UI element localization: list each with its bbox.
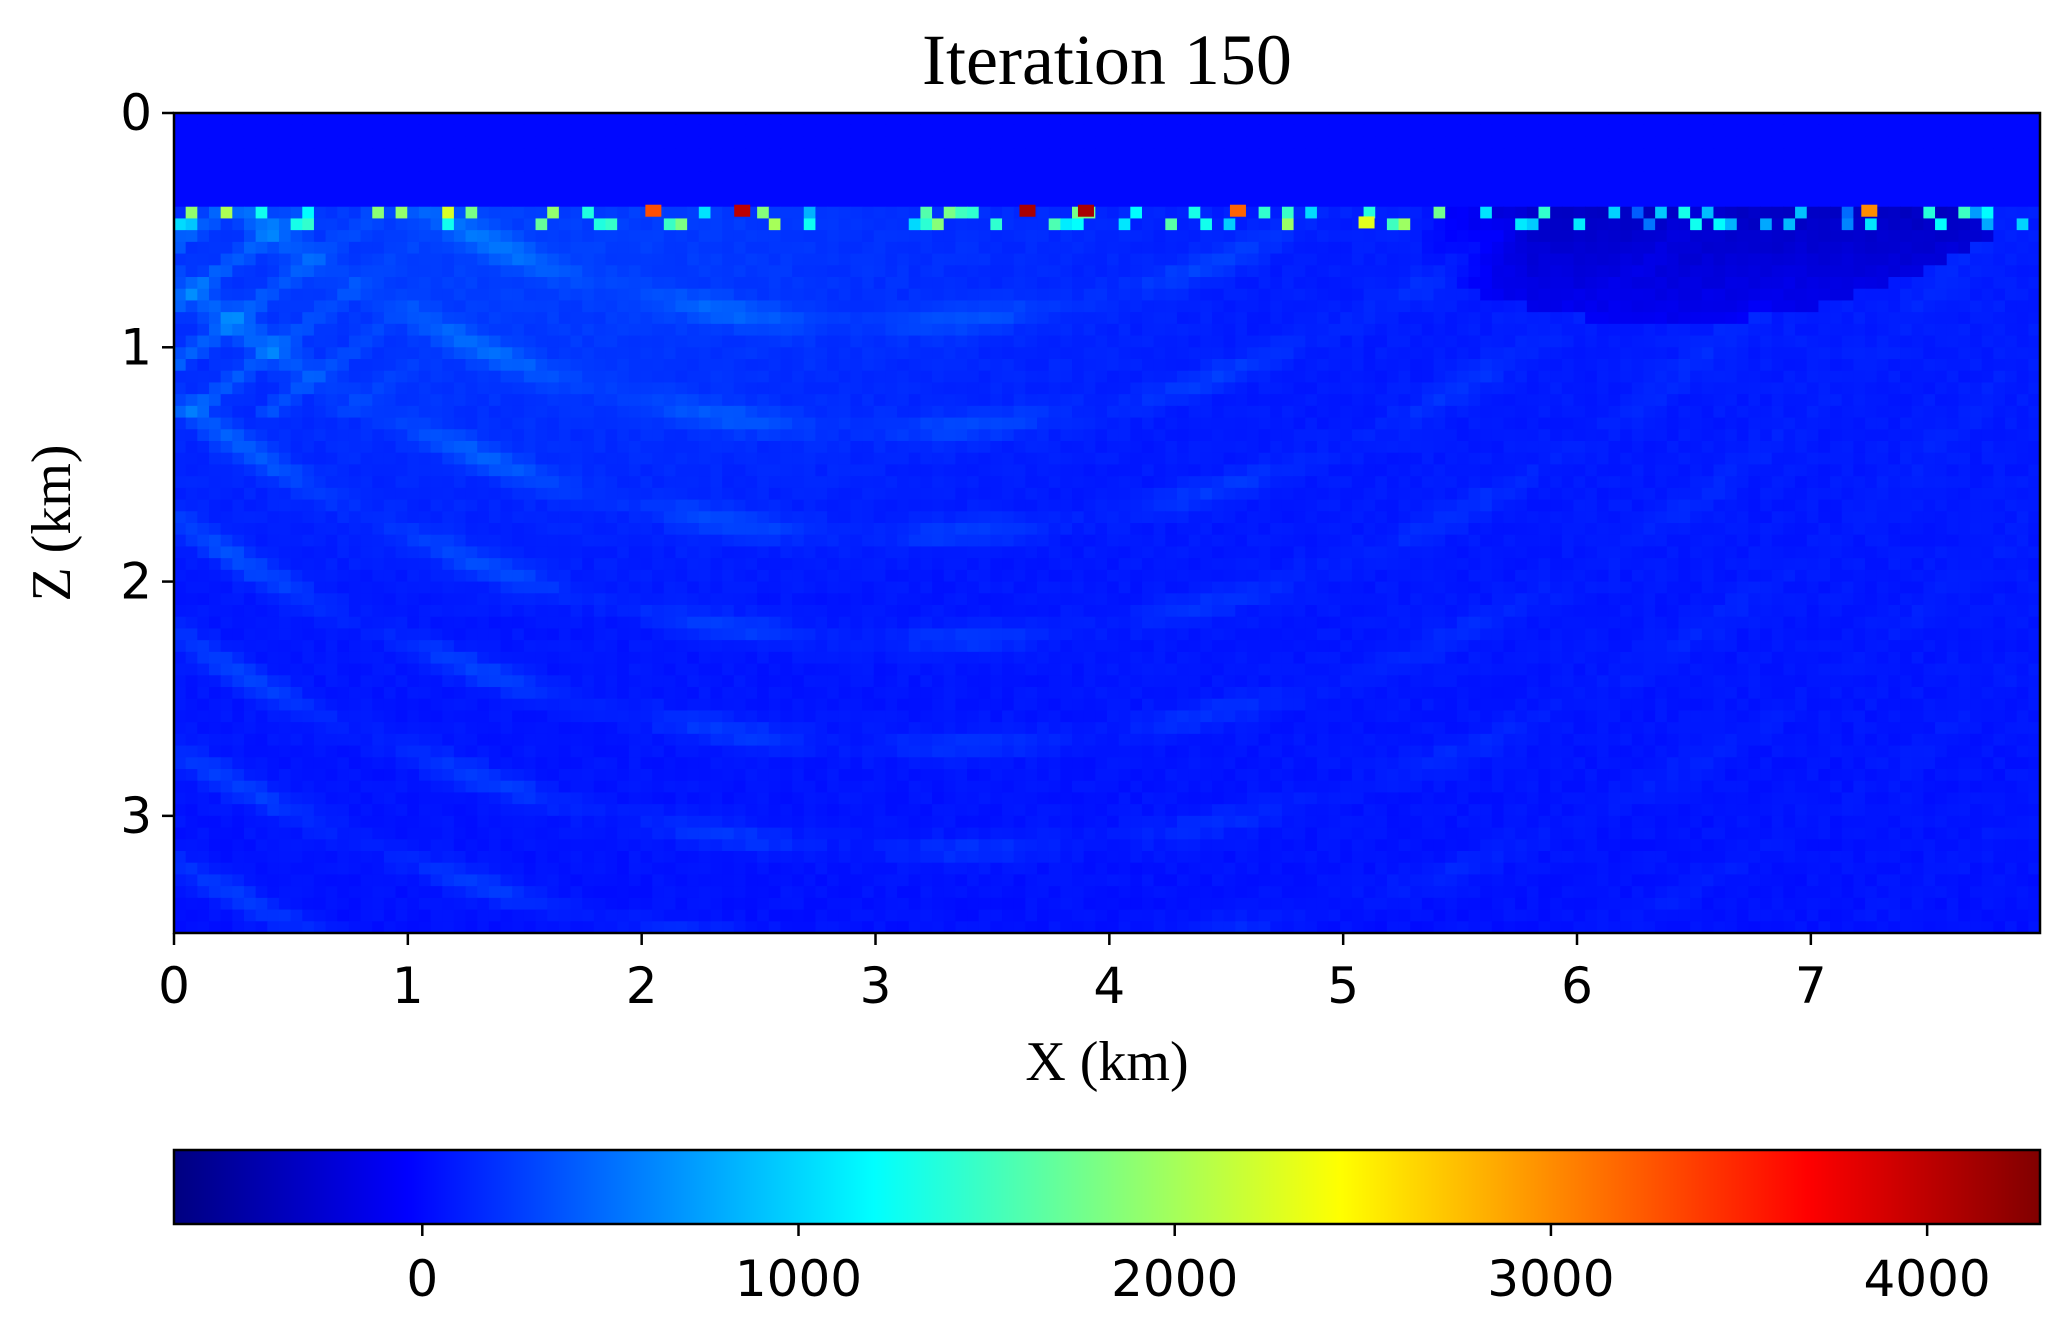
- colorbar-tick-label: 3000: [1487, 1250, 1614, 1308]
- colorbar-tick-label: 0: [406, 1250, 438, 1308]
- colorbar-tick-label: 2000: [1111, 1250, 1238, 1308]
- plot-frame: [172, 111, 2042, 935]
- y-tick-label: 3: [120, 787, 152, 845]
- hotspot-cell: [645, 204, 662, 217]
- x-tick-label: 4: [1093, 957, 1125, 1015]
- x-tick-label: 6: [1561, 957, 1593, 1015]
- x-tick-label: 0: [158, 957, 190, 1015]
- y-axis: 0 1 2 3: [120, 84, 174, 845]
- hotspot-cell: [1019, 204, 1036, 217]
- x-tick-label: 3: [860, 957, 892, 1015]
- y-axis-label: Z (km): [21, 444, 83, 601]
- hotspot-cell: [1077, 204, 1094, 217]
- heatmap-image: [174, 113, 2040, 933]
- hotspot-cell: [1358, 216, 1375, 229]
- y-tick-label: 1: [120, 318, 152, 376]
- hotspot-cell: [1861, 204, 1878, 217]
- x-axis: 0 1 2 3 4 5 6 7: [158, 933, 1827, 1015]
- hotspot-cell: [734, 204, 751, 217]
- colorbar: [172, 1148, 2042, 1226]
- x-tick-label: 2: [626, 957, 658, 1015]
- x-tick-label: 5: [1327, 957, 1359, 1015]
- colorbar-tick-label: 4000: [1864, 1250, 1991, 1308]
- y-tick-label: 0: [120, 84, 152, 142]
- hotspot-cell: [1229, 204, 1246, 217]
- colorbar-axis: 0 1000 2000 3000 4000: [406, 1224, 1991, 1308]
- x-axis-label: X (km): [1025, 1031, 1188, 1093]
- y-tick-label: 2: [120, 553, 152, 611]
- x-tick-label: 1: [392, 957, 424, 1015]
- chart-title: Iteration 150: [922, 20, 1292, 100]
- x-tick-label: 7: [1795, 957, 1827, 1015]
- colorbar-tick-label: 1000: [735, 1250, 862, 1308]
